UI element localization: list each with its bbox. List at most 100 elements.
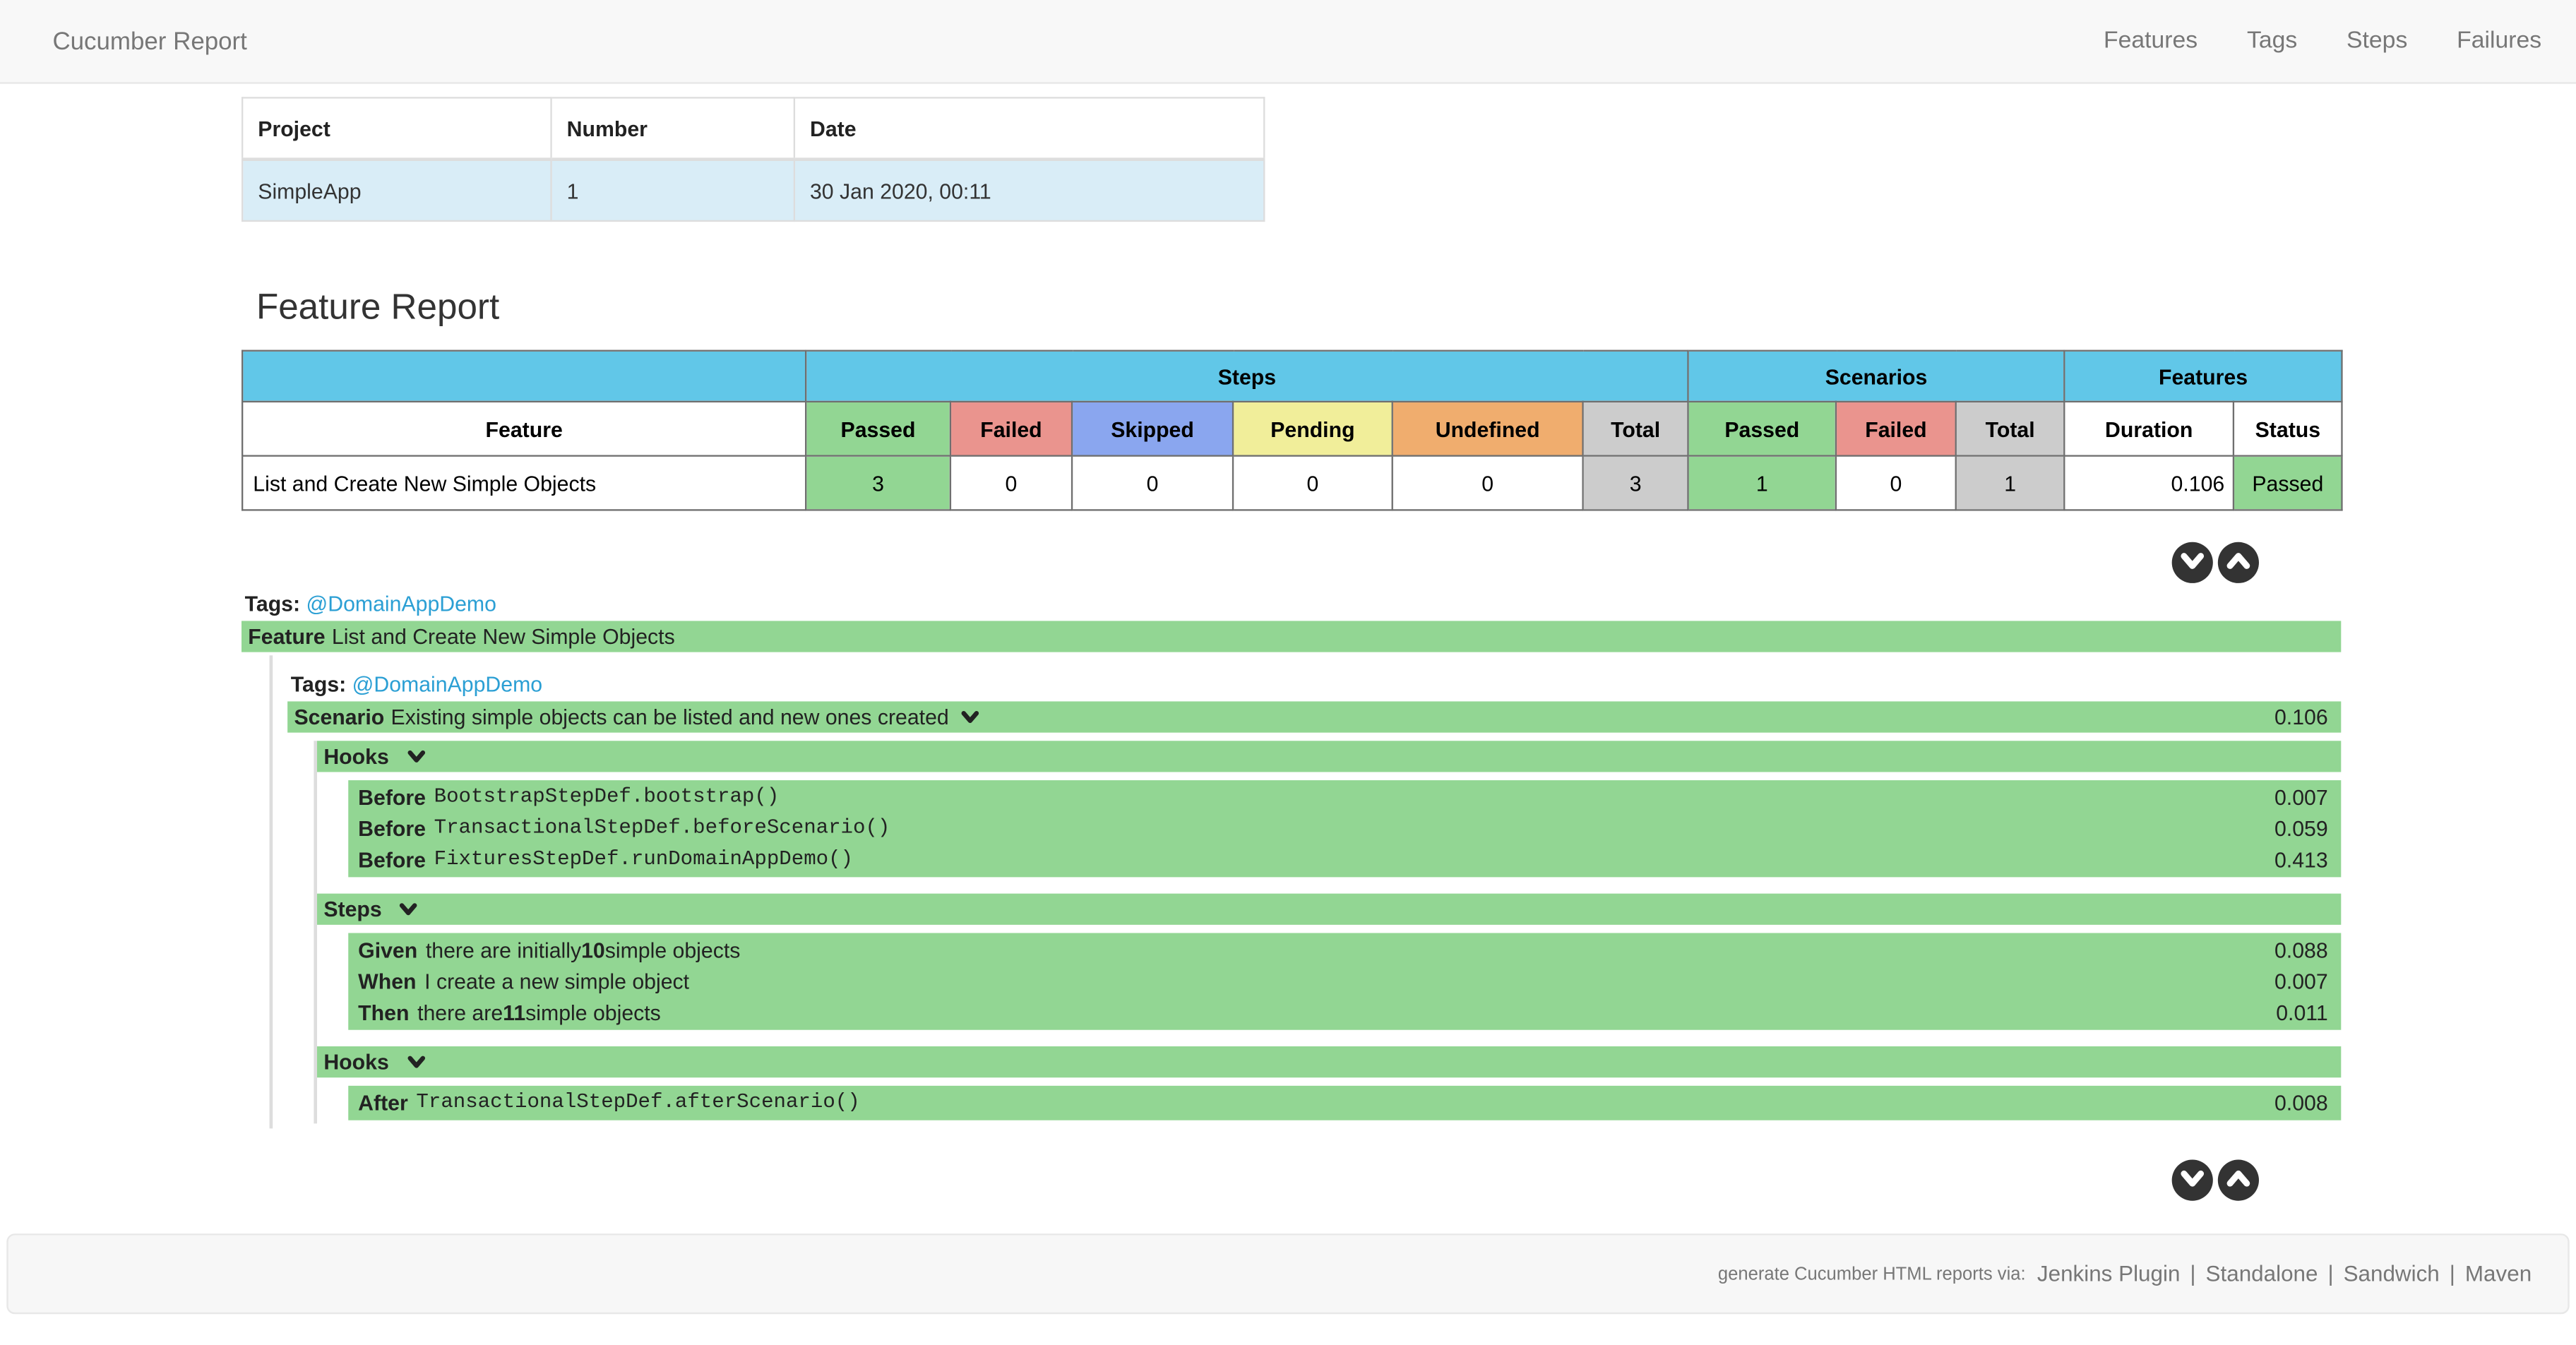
feature-tags-line: Tags: @DomainAppDemo bbox=[245, 590, 2342, 618]
navbar: Cucumber Report Features Tags Steps Failure… bbox=[0, 0, 2576, 84]
stats-cell-passed: 3 bbox=[804, 455, 952, 511]
stats-group-header bbox=[241, 349, 807, 402]
footer-prefix: generate Cucumber HTML reports via: bbox=[1717, 1264, 2026, 1284]
step-row: Before TransactionalStepDef.beforeScenari… bbox=[348, 813, 2341, 844]
tag-link-domainappdemo[interactable]: @DomainAppDemo bbox=[352, 671, 543, 697]
step-text: simple objects bbox=[525, 1000, 661, 1025]
stats-cell-feature-name[interactable]: List and Create New Simple Objects bbox=[241, 455, 807, 511]
step-keyword: Before bbox=[358, 816, 427, 842]
chevron-up-icon bbox=[2224, 546, 2253, 580]
stats-cell-plain: 0 bbox=[1232, 455, 1393, 511]
step-row: After TransactionalStepDef.afterScenario(… bbox=[348, 1087, 2341, 1118]
section-bar-steps[interactable]: Steps bbox=[317, 893, 2342, 925]
footer-link-maven[interactable]: Maven bbox=[2464, 1261, 2532, 1286]
step-method: TransactionalStepDef.afterScenario() bbox=[416, 1090, 860, 1114]
stats-group-header-features: Features bbox=[2063, 349, 2343, 402]
stats-data-row: List and Create New Simple Objects 3 0 0 0 0 3… bbox=[241, 455, 2343, 511]
stats-header-pending: Pending bbox=[1232, 400, 1393, 457]
navbar-links: Features Tags Steps Failures bbox=[2079, 28, 2566, 54]
step-text: I create a new simple object bbox=[424, 969, 690, 994]
stats-header-row: Feature Passed Failed Skipped Pending Undefin… bbox=[241, 400, 2343, 457]
project-table: Project Number Date SimpleApp 1 30 Jan 2020, … bbox=[241, 97, 1265, 222]
step-duration: 0.059 bbox=[2274, 816, 2328, 842]
step-method: FixturesStepDef.runDomainAppDemo() bbox=[434, 847, 854, 871]
step-keyword: Before bbox=[358, 847, 427, 873]
project-table-cell: 1 bbox=[550, 158, 796, 222]
chevron-down-icon bbox=[405, 1051, 427, 1072]
project-table-header-row: Project Number Date bbox=[241, 97, 1265, 161]
collapse-all-button[interactable] bbox=[2171, 1159, 2213, 1201]
stats-cell-plain: 0 bbox=[1071, 455, 1234, 511]
section-bar-hooks[interactable]: Hooks bbox=[317, 1046, 2342, 1078]
step-keyword: Before bbox=[358, 785, 427, 810]
step-block: After TransactionalStepDef.afterScenario(… bbox=[348, 1085, 2342, 1120]
chevron-down-icon bbox=[405, 746, 427, 767]
navbar-link-tags[interactable]: Tags bbox=[2246, 28, 2298, 54]
step-block: Before BootstrapStepDef.bootstrap() 0.007 B… bbox=[348, 780, 2342, 878]
chevron-down-icon bbox=[398, 899, 419, 920]
scenario-bar[interactable]: Scenario Existing simple objects can be … bbox=[287, 701, 2342, 733]
tags-label: Tags: bbox=[290, 671, 347, 697]
stats-header-failed: Failed bbox=[949, 400, 1073, 457]
section-label: Hooks bbox=[323, 1049, 389, 1075]
stats-cell-total: 3 bbox=[1582, 455, 1689, 511]
navbar-link-steps[interactable]: Steps bbox=[2347, 28, 2408, 54]
step-method: BootstrapStepDef.bootstrap() bbox=[434, 785, 780, 808]
footer-link-jenkins-plugin[interactable]: Jenkins Plugin bbox=[2037, 1261, 2181, 1286]
scenario-content: Hooks Before BootstrapStepDef.bootstrap() 0… bbox=[314, 741, 2342, 1124]
feature-bar[interactable]: Feature List and Create New Simple Objec… bbox=[241, 621, 2342, 652]
footer-separator: | bbox=[2327, 1261, 2334, 1286]
stats-group-header-scenarios: Scenarios bbox=[1687, 349, 2065, 402]
tag-link-domainappdemo[interactable]: @DomainAppDemo bbox=[306, 591, 496, 616]
scenario-name: Existing simple objects can be listed an… bbox=[390, 705, 949, 729]
stats-header-total: Total bbox=[1955, 400, 2065, 457]
collapse-expand-row-bottom bbox=[242, 1159, 2259, 1201]
step-duration: 0.008 bbox=[2274, 1090, 2328, 1116]
stats-header-passed: Passed bbox=[804, 400, 952, 457]
stats-cell-plain: 0 bbox=[1391, 455, 1584, 511]
stats-cell-status-passed: Passed bbox=[2232, 455, 2343, 511]
chevron-down-icon bbox=[2178, 1164, 2207, 1197]
feature-stats-table: Steps Scenarios Features Feature Passed Faile… bbox=[241, 349, 2343, 511]
step-keyword: When bbox=[358, 969, 417, 994]
tags-label: Tags: bbox=[244, 591, 301, 616]
navbar-link-features[interactable]: Features bbox=[2104, 28, 2198, 54]
section-bar-hooks[interactable]: Hooks bbox=[317, 741, 2342, 772]
stats-header-failed: Failed bbox=[1835, 400, 1957, 457]
stats-header-undefined: Undefined bbox=[1391, 400, 1584, 457]
chevron-down-icon bbox=[2178, 546, 2207, 580]
section-label: Hooks bbox=[323, 743, 389, 769]
step-keyword: Given bbox=[358, 938, 418, 963]
page-title: Feature Report bbox=[256, 285, 500, 327]
collapse-all-button[interactable] bbox=[2171, 542, 2213, 583]
footer-separator: | bbox=[2449, 1261, 2455, 1286]
step-duration: 0.088 bbox=[2274, 938, 2328, 963]
stats-cell-total: 1 bbox=[1955, 455, 2065, 511]
step-row: Then there are 11 simple objects 0.011 bbox=[348, 997, 2341, 1028]
feature-name: List and Create New Simple Objects bbox=[331, 624, 675, 649]
step-duration: 0.413 bbox=[2274, 847, 2328, 873]
step-duration: 0.007 bbox=[2274, 969, 2328, 994]
navbar-link-failures[interactable]: Failures bbox=[2457, 28, 2542, 54]
navbar-brand[interactable]: Cucumber Report bbox=[52, 27, 247, 55]
scenario-duration: 0.106 bbox=[2274, 705, 2328, 729]
step-method: TransactionalStepDef.beforeScenario() bbox=[434, 816, 890, 839]
footer-link-sandwich[interactable]: Sandwich bbox=[2343, 1261, 2440, 1286]
step-block: Given there are initially 10 simple objec… bbox=[348, 933, 2342, 1030]
step-text: there are initially bbox=[425, 938, 582, 963]
stats-header-skipped: Skipped bbox=[1071, 400, 1234, 457]
step-keyword: After bbox=[358, 1090, 408, 1116]
expand-all-button[interactable] bbox=[2217, 542, 2259, 583]
scenario-keyword: Scenario bbox=[294, 705, 385, 729]
stats-header-feature: Feature bbox=[241, 400, 807, 457]
step-row: Given there are initially 10 simple objec… bbox=[348, 935, 2341, 966]
project-table-header: Date bbox=[793, 97, 1265, 161]
stats-cell-duration: 0.106 bbox=[2063, 455, 2235, 511]
footer-link-standalone[interactable]: Standalone bbox=[2205, 1261, 2318, 1286]
step-text: simple objects bbox=[604, 938, 741, 963]
step-text: 10 bbox=[581, 938, 605, 963]
stats-header-status: Status bbox=[2232, 400, 2343, 457]
project-table-header: Project bbox=[241, 97, 552, 161]
footer-separator: | bbox=[2190, 1261, 2196, 1286]
expand-all-button[interactable] bbox=[2217, 1159, 2259, 1201]
